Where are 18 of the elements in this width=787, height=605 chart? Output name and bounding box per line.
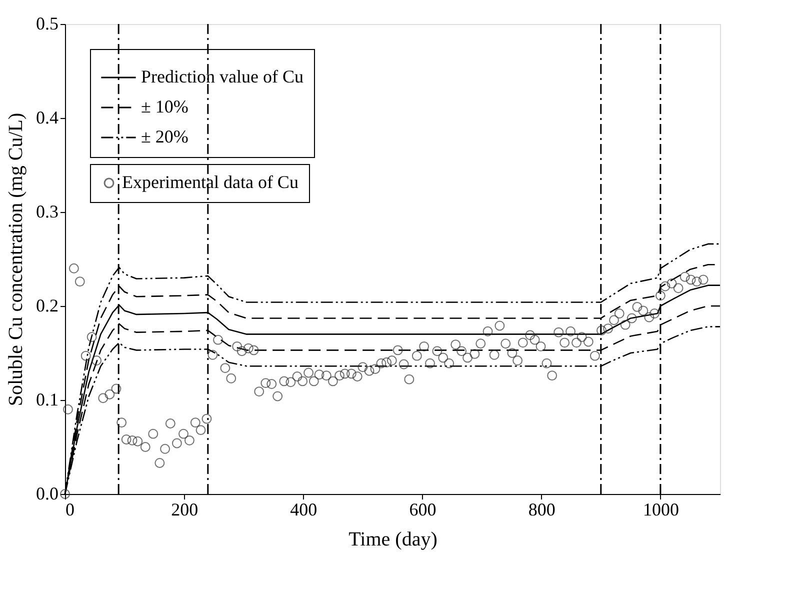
x-tick-label: 800 (528, 500, 556, 520)
legend-label: Prediction value of Cu (141, 66, 304, 86)
y-axis-title: Soluble Cu concentration (mg Cu/L) (5, 112, 27, 406)
x-tick-label: 0 (66, 500, 74, 520)
y-tick-label: 0.2 (36, 296, 58, 316)
x-tick-label: 600 (409, 500, 436, 520)
y-tick-label: 0.4 (36, 108, 58, 128)
y-tick-label: 0.0 (36, 484, 58, 504)
legend-label: Experimental data of Cu (122, 172, 298, 192)
y-tick-label: 0.5 (36, 14, 58, 34)
y-tick-label: 0.3 (36, 202, 58, 222)
legend-label: ± 10% (141, 96, 188, 116)
x-tick-label: 1000 (642, 500, 679, 520)
x-tick-label: 200 (171, 500, 198, 520)
legend-label: ± 20% (141, 126, 188, 146)
y-tick-label: 0.1 (36, 390, 58, 410)
x-tick-label: 400 (290, 500, 318, 520)
x-axis-title: Time (day) (348, 528, 438, 550)
